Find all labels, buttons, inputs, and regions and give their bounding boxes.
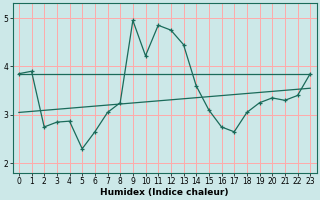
X-axis label: Humidex (Indice chaleur): Humidex (Indice chaleur) (100, 188, 229, 197)
